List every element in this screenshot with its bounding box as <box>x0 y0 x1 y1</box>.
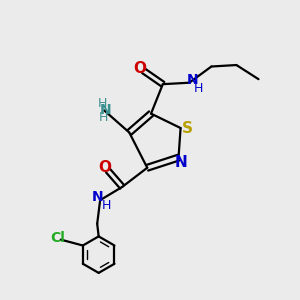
Text: N: N <box>100 103 112 117</box>
Text: Cl: Cl <box>50 231 65 245</box>
Text: N: N <box>92 190 103 204</box>
Text: O: O <box>98 160 111 175</box>
Text: H: H <box>102 199 111 212</box>
Text: S: S <box>182 121 193 136</box>
Text: N: N <box>175 155 187 170</box>
Text: N: N <box>187 73 199 87</box>
Text: H: H <box>98 97 107 110</box>
Text: H: H <box>194 82 203 94</box>
Text: H: H <box>99 111 108 124</box>
Text: O: O <box>134 61 147 76</box>
